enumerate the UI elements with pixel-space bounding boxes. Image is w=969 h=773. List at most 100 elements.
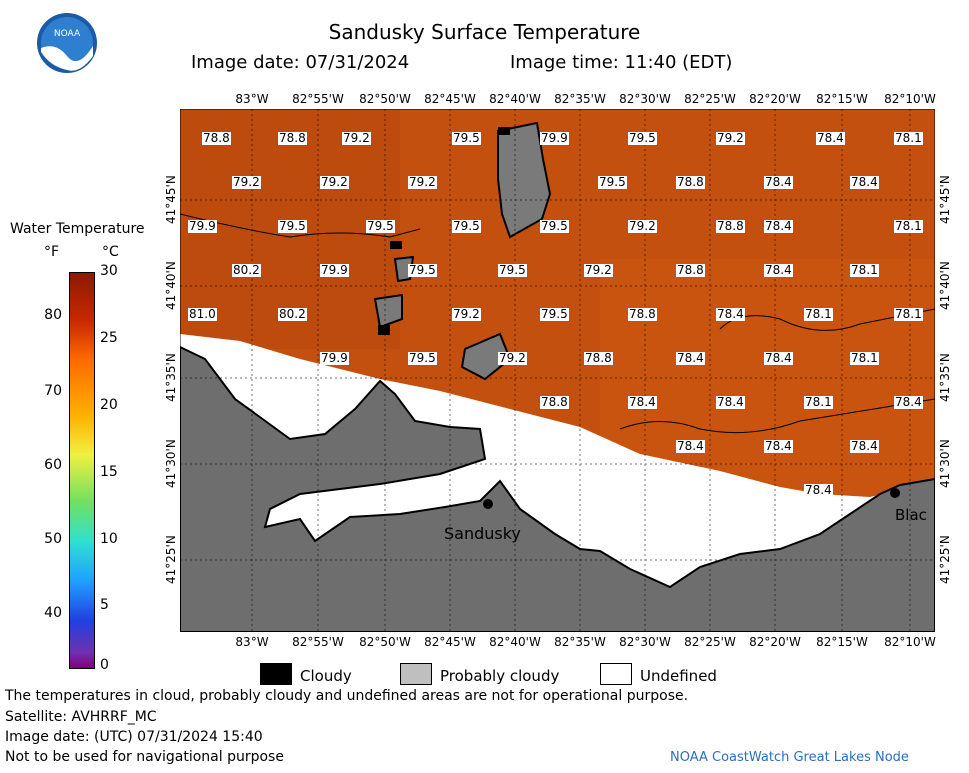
island-probably-cloudy <box>373 293 403 329</box>
colorbar-unit-c: °C <box>102 244 119 260</box>
image-date: Image date: 07/31/2024 <box>191 52 410 73</box>
temperature-label: 78.8 <box>584 351 613 365</box>
temperature-label: 79.2 <box>584 263 613 277</box>
lon-tick-top: 82°55'W <box>292 92 344 106</box>
temperature-label: 79.5 <box>498 263 527 277</box>
lon-tick-bottom: 82°15'W <box>816 635 868 649</box>
temperature-label: 79.2 <box>232 175 261 189</box>
temperature-label: 79.9 <box>320 351 349 365</box>
lon-tick-top: 82°20'W <box>749 92 801 106</box>
place-label-blac: Blac <box>895 506 927 524</box>
place-label-sandusky: Sandusky <box>444 524 521 543</box>
lat-tick-right: 41°40'N <box>938 261 952 311</box>
temperature-label: 78.4 <box>764 439 793 453</box>
temperature-label: 78.4 <box>764 219 793 233</box>
temperature-label: 79.5 <box>278 219 307 233</box>
lon-tick-top: 82°15'W <box>816 92 868 106</box>
temperature-label: 79.5 <box>366 219 395 233</box>
temperature-label: 79.5 <box>540 307 569 321</box>
temperature-label: 78.8 <box>676 263 705 277</box>
footer-satellite: Satellite: AVHRRF_MC <box>5 709 157 725</box>
lat-tick-right: 41°35'N <box>938 353 952 403</box>
lat-tick-right: 41°25'N <box>938 535 952 585</box>
colorbar-f-tick: 80 <box>44 307 62 323</box>
cloudy-pixel <box>378 325 390 335</box>
map-svg <box>179 108 936 633</box>
contour-line <box>619 398 936 434</box>
lat-tick-right: 41°45'N <box>938 175 952 225</box>
lat-tick-left: 41°45'N <box>164 175 178 225</box>
footer-credit: NOAA CoastWatch Great Lakes Node <box>670 750 909 765</box>
temperature-label: 78.4 <box>894 395 923 409</box>
temperature-label: 78.4 <box>764 351 793 365</box>
temperature-label: 78.4 <box>804 483 833 497</box>
cloudy-pixel <box>498 127 510 135</box>
lat-tick-left: 41°35'N <box>164 353 178 403</box>
lat-tick-right: 41°30'N <box>938 439 952 489</box>
lon-tick-top: 82°35'W <box>554 92 606 106</box>
temperature-label: 79.9 <box>540 131 569 145</box>
temperature-label: 78.4 <box>850 175 879 189</box>
contour-line <box>179 213 421 238</box>
footer-disclaimer: The temperatures in cloud, probably clou… <box>5 688 689 704</box>
colorbar-c-tick: 10 <box>100 531 118 547</box>
temperature-label: 78.8 <box>540 395 569 409</box>
page-title: Sandusky Surface Temperature <box>328 20 641 44</box>
temperature-label: 78.1 <box>894 131 923 145</box>
temperature-label: 79.2 <box>452 307 481 321</box>
temperature-label: 79.5 <box>452 131 481 145</box>
temperature-label: 78.1 <box>894 307 923 321</box>
temperature-label: 79.5 <box>408 351 437 365</box>
temperature-label: 78.8 <box>202 131 231 145</box>
colorbar-c-tick: 5 <box>100 597 109 613</box>
temperature-label: 78.8 <box>628 307 657 321</box>
lon-tick-top: 82°25'W <box>684 92 736 106</box>
lon-tick-top: 82°50'W <box>359 92 411 106</box>
island-probably-cloudy <box>497 121 552 239</box>
temperature-label: 79.9 <box>188 219 217 233</box>
temperature-label: 78.1 <box>894 219 923 233</box>
temperature-label: 81.0 <box>188 307 217 321</box>
lon-tick-bottom: 82°30'W <box>619 635 671 649</box>
temperature-label: 79.2 <box>716 131 745 145</box>
lon-tick-top: 83°W <box>235 92 269 106</box>
colorbar-title: Water Temperature <box>10 221 145 237</box>
temperature-label: 79.2 <box>408 175 437 189</box>
temperature-label: 79.2 <box>342 131 371 145</box>
temperature-label: 78.4 <box>676 439 705 453</box>
temperature-label: 80.2 <box>232 263 261 277</box>
colorbar-unit-f: °F <box>44 244 60 260</box>
temperature-label: 78.8 <box>278 131 307 145</box>
colorbar <box>69 272 95 669</box>
colorbar-f-tick: 60 <box>44 457 62 473</box>
temperature-label: 78.1 <box>850 263 879 277</box>
temperature-label: 78.8 <box>676 175 705 189</box>
temperature-label: 78.4 <box>628 395 657 409</box>
lon-tick-bottom: 82°35'W <box>554 635 606 649</box>
temperature-label: 79.5 <box>540 219 569 233</box>
lon-tick-bottom: 82°55'W <box>292 635 344 649</box>
temperature-label: 79.9 <box>320 263 349 277</box>
legend-undefined-swatch <box>600 663 632 685</box>
temperature-label: 78.4 <box>764 263 793 277</box>
temperature-label: 78.4 <box>716 307 745 321</box>
temperature-label: 79.5 <box>628 131 657 145</box>
temperature-label: 80.2 <box>278 307 307 321</box>
lon-tick-bottom: 82°45'W <box>424 635 476 649</box>
lon-tick-bottom: 82°50'W <box>359 635 411 649</box>
lon-tick-top: 82°30'W <box>619 92 671 106</box>
colorbar-c-tick: 30 <box>100 263 118 279</box>
noaa-logo: NOAA <box>36 12 98 74</box>
blac-marker <box>890 488 900 498</box>
temperature-label: 78.4 <box>716 395 745 409</box>
cloudy-pixel <box>390 241 402 249</box>
svg-text:NOAA: NOAA <box>54 29 81 39</box>
temperature-label: 79.2 <box>498 351 527 365</box>
temperature-label: 79.5 <box>598 175 627 189</box>
temperature-label: 79.2 <box>320 175 349 189</box>
temperature-label: 79.5 <box>452 219 481 233</box>
colorbar-c-tick: 0 <box>100 657 109 673</box>
temperature-label: 78.1 <box>804 307 833 321</box>
temperature-label: 79.2 <box>628 219 657 233</box>
lon-tick-bottom: 82°20'W <box>749 635 801 649</box>
